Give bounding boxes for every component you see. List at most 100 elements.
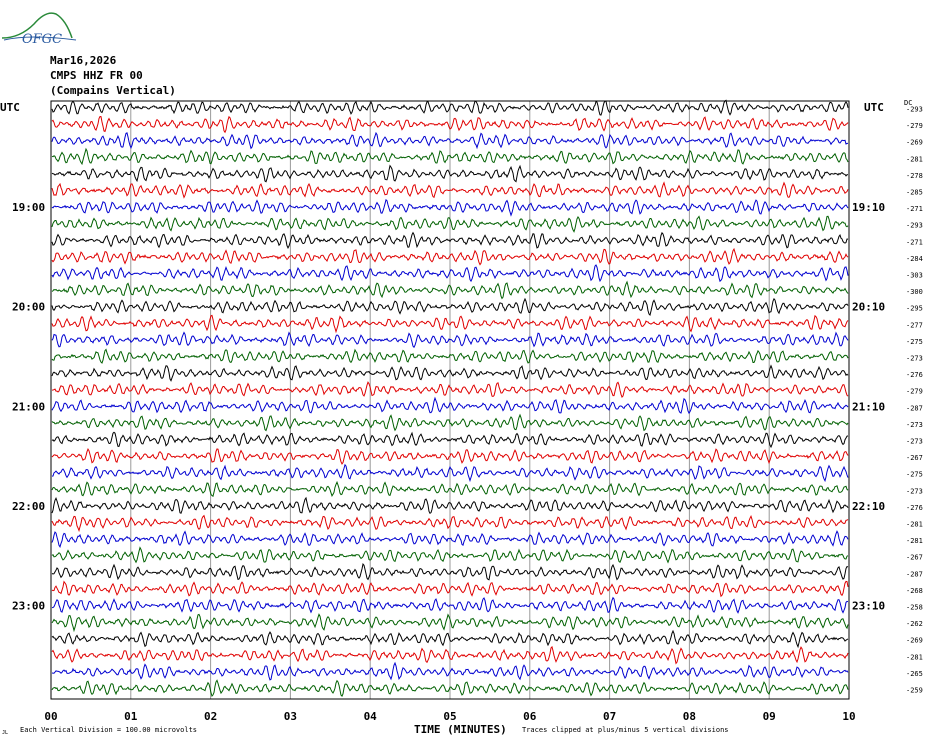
dc-offset-label: -281 (906, 155, 923, 163)
trace-line (51, 661, 849, 681)
trace-line (51, 645, 849, 665)
trace-line (51, 546, 849, 564)
right-hour-label: 19:10 (852, 201, 885, 214)
dc-offset-label: -287 (906, 570, 923, 578)
left-utc-label: UTC (0, 101, 20, 114)
dc-offset-label: -293 (906, 106, 923, 114)
dc-offset-label: -281 (906, 653, 923, 661)
dc-offset-label: -293 (906, 222, 923, 230)
right-hour-label: 22:10 (852, 500, 885, 513)
trace-line (51, 348, 849, 364)
footnote-right: Traces clipped at plus/minus 5 vertical … (522, 726, 729, 734)
dc-offset-label: -303 (906, 272, 923, 280)
footnote-tiny: JL (2, 730, 8, 736)
trace-line (51, 198, 849, 217)
dc-offset-label: -279 (906, 388, 923, 396)
dc-offset-label: -258 (906, 604, 923, 612)
trace-line (51, 297, 849, 316)
trace-line (51, 530, 849, 548)
dc-offset-label: -281 (906, 521, 923, 529)
trace-line (51, 131, 848, 150)
header-station: CMPS HHZ FR 00 (50, 69, 143, 82)
x-tick-label: 06 (523, 710, 537, 723)
x-tick-label: 05 (443, 710, 456, 723)
right-hour-label: 21:10 (852, 400, 885, 413)
dc-offset-label: -276 (906, 504, 923, 512)
trace-line (51, 496, 849, 515)
dc-offset-label: -269 (906, 637, 923, 645)
dc-offset-label: -277 (906, 321, 923, 329)
trace-line (51, 580, 849, 598)
logo-text: OFGC (22, 32, 62, 44)
dc-offset-label: -271 (906, 205, 923, 213)
x-tick-label: 00 (44, 710, 57, 723)
trace-line (51, 480, 849, 497)
dc-offset-label: -279 (906, 122, 923, 130)
trace-line (51, 147, 849, 166)
x-tick-label: 10 (842, 710, 855, 723)
dc-offset-label: -265 (906, 670, 923, 678)
left-hour-label: 20:00 (12, 301, 45, 314)
x-tick-label: 04 (364, 710, 378, 723)
seismic-traces (51, 99, 849, 697)
right-hour-label: 20:10 (852, 301, 885, 314)
dc-offset-label: -285 (906, 189, 923, 197)
dc-offset-label: -262 (906, 620, 923, 628)
header-location: (Compains Vertical) (50, 84, 176, 97)
dc-offset-label: -276 (906, 371, 923, 379)
x-tick-label: 07 (603, 710, 616, 723)
dc-offset-label: -273 (906, 355, 923, 363)
trace-line (51, 231, 849, 250)
trace-line (51, 99, 849, 116)
plot-frame (50, 100, 850, 700)
footnote-left: Each Vertical Division = 100.00 microvol… (20, 726, 197, 734)
trace-line (51, 563, 849, 581)
dc-label: DC (904, 99, 912, 107)
trace-line (51, 447, 849, 465)
left-hour-label: 23:00 (12, 600, 45, 613)
trace-line (51, 381, 849, 399)
trace-line (51, 331, 849, 349)
trace-line (51, 629, 849, 649)
dc-offset-label: -259 (906, 687, 923, 695)
x-tick-label: 09 (763, 710, 776, 723)
trace-line (51, 364, 849, 382)
header-date: Mar16,2026 (50, 54, 117, 67)
dc-offset-label: -281 (906, 537, 923, 545)
dc-offset-label: -268 (906, 587, 923, 595)
x-tick-label: 01 (124, 710, 138, 723)
right-hour-labels: 19:10 20:10 21:10 22:10 23:10 (852, 201, 885, 612)
x-tick-label: 02 (204, 710, 217, 723)
dc-offset-label: -275 (906, 338, 923, 346)
dc-offset-label: -269 (906, 139, 923, 147)
left-hour-labels: 19:00 20:00 21:00 22:00 23:00 (12, 201, 45, 612)
dc-offset-label: -287 (906, 404, 923, 412)
trace-line (51, 280, 849, 300)
trace-line (51, 314, 849, 334)
trace-line (51, 181, 849, 199)
x-axis-label: TIME (MINUTES) (414, 723, 507, 736)
dc-offset-label: -278 (906, 172, 923, 180)
x-tick-label: 03 (284, 710, 297, 723)
trace-line (51, 164, 849, 183)
trace-line (51, 413, 849, 432)
dc-offset-label: -300 (906, 288, 923, 296)
left-hour-label: 19:00 (12, 201, 45, 214)
dc-offset-label: -295 (906, 305, 923, 313)
trace-line (51, 679, 849, 697)
dc-offset-labels: -293 -279 -269 -281 -278 -285 -271 -293 -271 -284… (906, 106, 923, 695)
dc-offset-label: -275 (906, 471, 923, 479)
left-hour-label: 22:00 (12, 500, 45, 513)
trace-line (51, 247, 849, 266)
trace-line (51, 396, 849, 415)
dc-offset-label: -284 (906, 255, 923, 263)
dc-offset-label: -273 (906, 421, 923, 429)
right-hour-label: 23:10 (852, 600, 885, 613)
x-tick-label: 08 (683, 710, 696, 723)
dc-offset-label: -267 (906, 554, 923, 562)
trace-line (51, 596, 849, 614)
trace-line (51, 215, 849, 233)
right-utc-label: UTC (864, 101, 884, 114)
trace-line (51, 115, 849, 134)
